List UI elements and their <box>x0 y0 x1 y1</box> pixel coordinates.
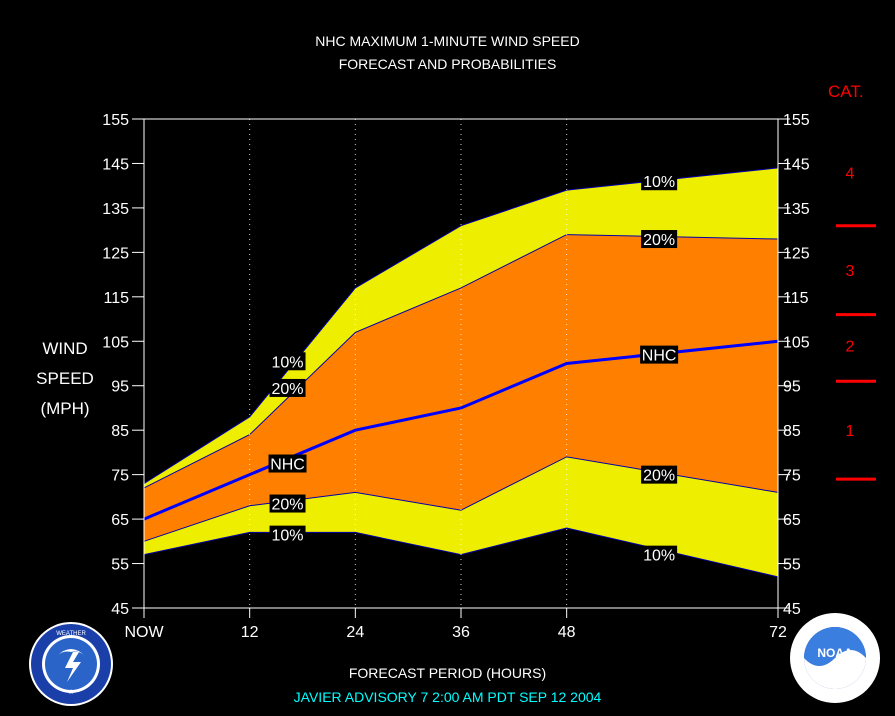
x-tick-label: 48 <box>558 624 576 641</box>
svg-text:★: ★ <box>68 688 74 696</box>
annotation-label: 10% <box>272 528 304 545</box>
chart-title-line2: FORECAST AND PROBABILITIES <box>338 56 557 72</box>
y-tick-label-right: 55 <box>783 557 801 574</box>
y-tick-label-right: 75 <box>783 468 801 485</box>
annotation-label: 20% <box>272 381 304 398</box>
noaa-logo-text: NOAA <box>817 646 853 660</box>
annotation-box <box>641 172 678 191</box>
plot-area <box>132 118 790 618</box>
series-line-10pct-4 <box>143 527 779 578</box>
annotation-box <box>641 230 678 249</box>
series-line-nhc <box>143 339 779 521</box>
y-tick-label-left: 155 <box>102 112 129 129</box>
y-tick-label-left: 145 <box>102 156 129 173</box>
series-line-10pct-0 <box>143 167 779 484</box>
y-axis-label-wind: WIND <box>42 339 88 358</box>
annotation-box <box>269 378 306 397</box>
y-tick-label-right: 145 <box>783 156 810 173</box>
y-tick-label-left: 125 <box>102 245 129 262</box>
series-line-20pct-1 <box>143 234 779 489</box>
y-tick-label-right: 115 <box>783 290 809 307</box>
y-tick-label-right: 65 <box>783 512 801 529</box>
svg-text:WEATHER: WEATHER <box>56 631 86 637</box>
chart-title-line1: NHC MAXIMUM 1-MINUTE WIND SPEED <box>315 33 580 49</box>
y-tick-label-left: 75 <box>111 468 129 485</box>
x-tick-label: 12 <box>241 624 259 641</box>
y-tick-label-left: 105 <box>102 334 129 351</box>
y-tick-label-left: 135 <box>102 201 129 218</box>
annotation-label: NHC <box>642 348 677 365</box>
x-axis-label: FORECAST PERIOD (HOURS) <box>348 665 547 681</box>
y-tick-label-left: 45 <box>111 601 129 618</box>
x-tick-label: 72 <box>769 624 787 641</box>
noaa-logo: NOAA <box>790 613 880 703</box>
series-line-20pct-3 <box>143 456 779 542</box>
y-tick-label-left: 85 <box>111 423 129 440</box>
x-tick-label: NOW <box>124 624 164 641</box>
category-title: CAT. <box>828 82 864 101</box>
category-label: 4 <box>846 165 855 182</box>
category-label: 1 <box>846 423 855 440</box>
annotation-box <box>269 352 306 371</box>
annotation-box <box>269 494 306 513</box>
annotation-box <box>268 454 307 473</box>
y-axis-label-units: (MPH) <box>40 399 90 418</box>
y-tick-label-left: 115 <box>103 290 129 307</box>
y-tick-label-right: 135 <box>783 201 810 218</box>
annotation-label: 20% <box>272 497 304 514</box>
national-weather-service-logo: ★ WEATHER <box>29 622 113 706</box>
y-tick-label-right: 155 <box>783 112 810 129</box>
annotation-label: 10% <box>643 548 675 565</box>
annotation-label: NHC <box>270 457 305 474</box>
x-tick-label: 24 <box>346 624 364 641</box>
y-tick-label-left: 95 <box>111 379 129 396</box>
annotation-box <box>269 525 306 544</box>
y-tick-label-left: 65 <box>111 512 129 529</box>
y-tick-label-left: 55 <box>111 557 129 574</box>
annotation-box <box>640 345 679 364</box>
annotation-label: 20% <box>643 468 675 485</box>
annotation-box <box>641 545 678 564</box>
chart-labels: 45 45 55 55 65 65 75 75 85 85 95 95 105 105 115 115 125 1… <box>102 112 876 641</box>
annotation-box <box>641 465 678 484</box>
y-tick-label-right: 85 <box>783 423 801 440</box>
y-tick-label-right: 105 <box>783 334 810 351</box>
annotation-label: 10% <box>643 174 675 191</box>
y-tick-label-right: 45 <box>783 601 801 618</box>
advisory-line: JAVIER ADVISORY 7 2:00 AM PDT SEP 12 200… <box>293 689 602 705</box>
x-tick-label: 36 <box>452 624 470 641</box>
y-axis-label-speed: SPEED <box>36 369 94 388</box>
annotation-label: 10% <box>272 354 304 371</box>
y-tick-label-right: 95 <box>783 379 801 396</box>
category-label: 3 <box>846 263 855 280</box>
category-label: 2 <box>846 339 855 356</box>
annotation-label: 20% <box>643 232 675 249</box>
y-tick-label-right: 125 <box>783 245 810 262</box>
